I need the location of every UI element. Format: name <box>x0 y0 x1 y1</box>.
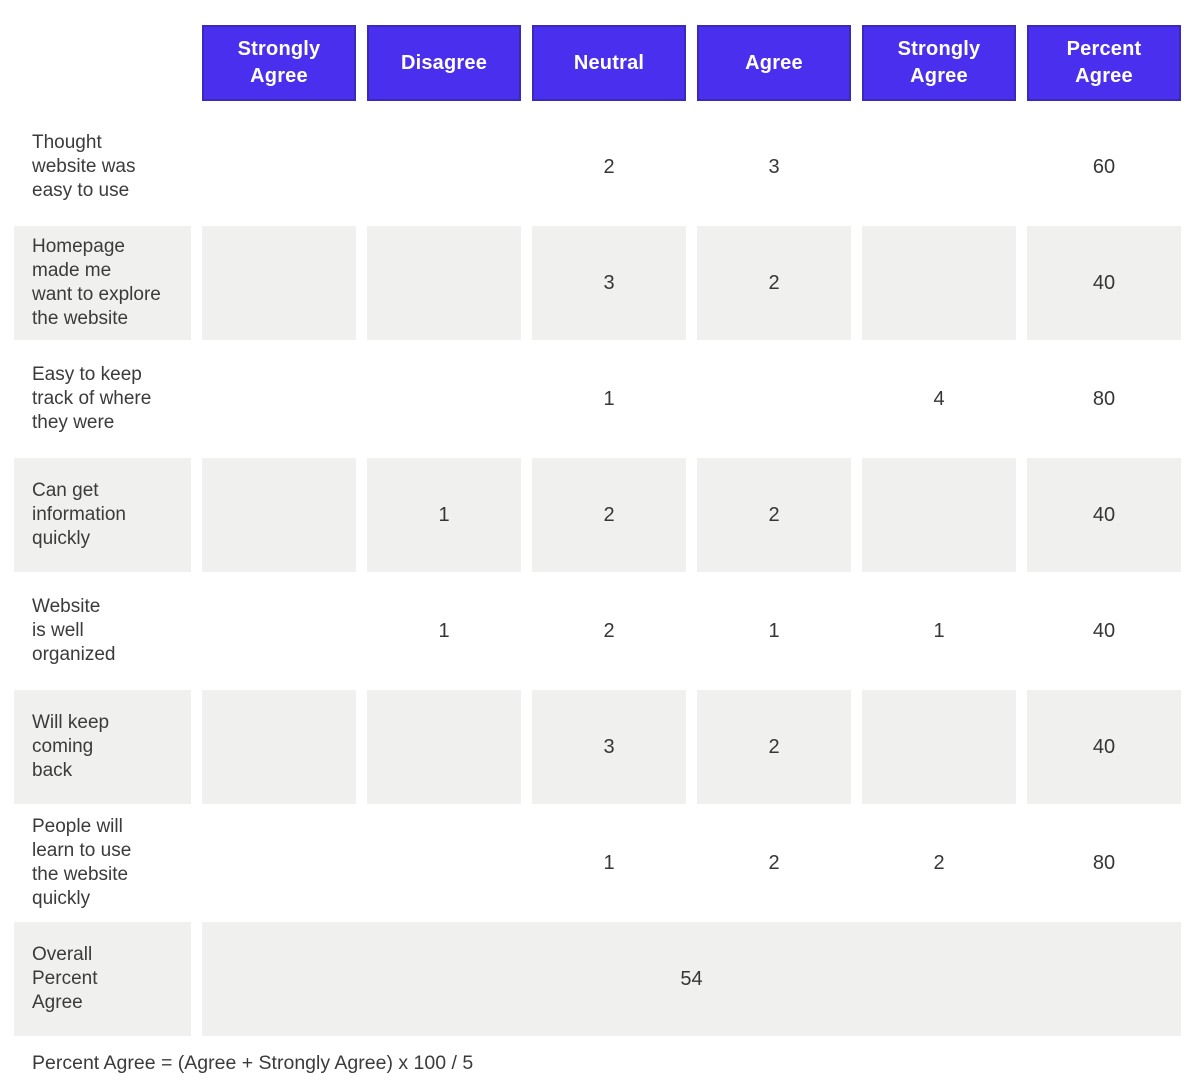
data-cell <box>367 342 521 456</box>
data-cell <box>202 806 356 920</box>
table-row: Can get information quickly 1 2 2 40 <box>14 458 1200 572</box>
data-cell: 1 <box>603 851 615 874</box>
table-row: Website is well organized 1 2 1 1 40 <box>14 574 1200 688</box>
percent-agree-formula-note: Percent Agree = (Agree + Strongly Agree)… <box>32 1052 474 1074</box>
data-cell: 1 <box>603 387 615 410</box>
row-label: Will keep coming back <box>14 690 191 804</box>
data-cell: 40 <box>1027 690 1181 804</box>
column-header-strongly-agree-right[interactable]: Strongly Agree <box>862 25 1016 101</box>
data-cell <box>202 458 356 572</box>
data-cell: 3 <box>768 155 780 178</box>
row-label: Thought website was easy to use <box>32 132 136 201</box>
data-cell <box>367 690 521 804</box>
data-cell: 80 <box>1092 851 1116 874</box>
row-label: People will learn to use the website qui… <box>32 816 132 909</box>
data-cell: 80 <box>1092 387 1116 410</box>
summary-row-label: Overall Percent Agree <box>14 922 191 1036</box>
table-row: People will learn to use the website qui… <box>14 806 1200 920</box>
data-cell <box>202 690 356 804</box>
data-cell: 2 <box>697 458 851 572</box>
data-cell <box>367 110 521 224</box>
column-header-agree[interactable]: Agree <box>697 25 851 101</box>
data-cell: 1 <box>438 619 450 642</box>
data-cell: 40 <box>1092 619 1116 642</box>
data-cell <box>862 110 1016 224</box>
data-cell: 4 <box>933 387 945 410</box>
data-cell <box>202 110 356 224</box>
data-cell: 2 <box>697 226 851 340</box>
data-cell: 2 <box>768 851 780 874</box>
data-cell: 40 <box>1027 458 1181 572</box>
column-header-disagree[interactable]: Disagree <box>367 25 521 101</box>
data-cell: 2 <box>933 851 945 874</box>
data-cell <box>697 342 851 456</box>
data-cell <box>367 806 521 920</box>
summary-value-cell: 54 <box>202 922 1181 1036</box>
data-cell: 60 <box>1092 155 1116 178</box>
summary-row: Overall Percent Agree 54 <box>14 922 1200 1036</box>
table-row: Homepage made me want to explore the web… <box>14 226 1200 340</box>
data-cell: 3 <box>532 226 686 340</box>
column-header-neutral[interactable]: Neutral <box>532 25 686 101</box>
data-cell: 1 <box>768 619 780 642</box>
data-cell: 1 <box>933 619 945 642</box>
data-cell <box>202 574 356 688</box>
row-label: Can get information quickly <box>14 458 191 572</box>
data-cell <box>862 226 1016 340</box>
data-cell: 2 <box>697 690 851 804</box>
table-row: Thought website was easy to use 2 3 60 <box>14 110 1200 224</box>
column-header-percent-agree[interactable]: Percent Agree <box>1027 25 1181 101</box>
corner-spacer <box>14 25 191 101</box>
table-row: Easy to keep track of where they were 1 … <box>14 342 1200 456</box>
row-label: Homepage made me want to explore the web… <box>14 226 191 340</box>
data-cell: 2 <box>603 155 615 178</box>
data-cell: 3 <box>532 690 686 804</box>
column-header-strongly-agree-left[interactable]: Strongly Agree <box>202 25 356 101</box>
data-cell <box>202 342 356 456</box>
data-cell <box>202 226 356 340</box>
table-header-row: Strongly Agree Disagree Neutral Agree St… <box>14 25 1200 101</box>
row-label: Easy to keep track of where they were <box>32 364 152 433</box>
table-row: Will keep coming back 3 2 40 <box>14 690 1200 804</box>
data-cell <box>862 458 1016 572</box>
data-cell: 2 <box>532 458 686 572</box>
row-label: Website is well organized <box>32 596 116 665</box>
data-cell: 2 <box>603 619 615 642</box>
data-cell <box>862 690 1016 804</box>
data-cell: 40 <box>1027 226 1181 340</box>
data-cell <box>367 226 521 340</box>
data-cell: 1 <box>367 458 521 572</box>
